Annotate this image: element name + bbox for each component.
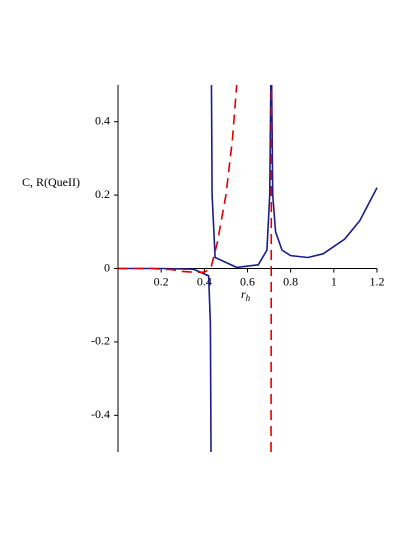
x-tick-label: 1.2: [370, 274, 385, 288]
x-tick-label: 0.8: [283, 274, 298, 288]
y-tick-label: -0.4: [91, 407, 110, 421]
x-axis-label: rh: [241, 287, 251, 303]
series-line: [118, 85, 273, 452]
plot-area: [118, 85, 378, 452]
x-tick-label: 1: [331, 274, 337, 288]
y-tick-label: 0.4: [95, 113, 110, 127]
y-axis-label: C, R(QueII): [22, 175, 80, 189]
x-tick-label: 0.2: [154, 274, 169, 288]
y-tick-label: 0.2: [95, 187, 110, 201]
y-tick-label: -0.2: [91, 334, 110, 348]
x-tick-label: 0.6: [240, 274, 255, 288]
y-tick-label: 0: [104, 260, 110, 274]
